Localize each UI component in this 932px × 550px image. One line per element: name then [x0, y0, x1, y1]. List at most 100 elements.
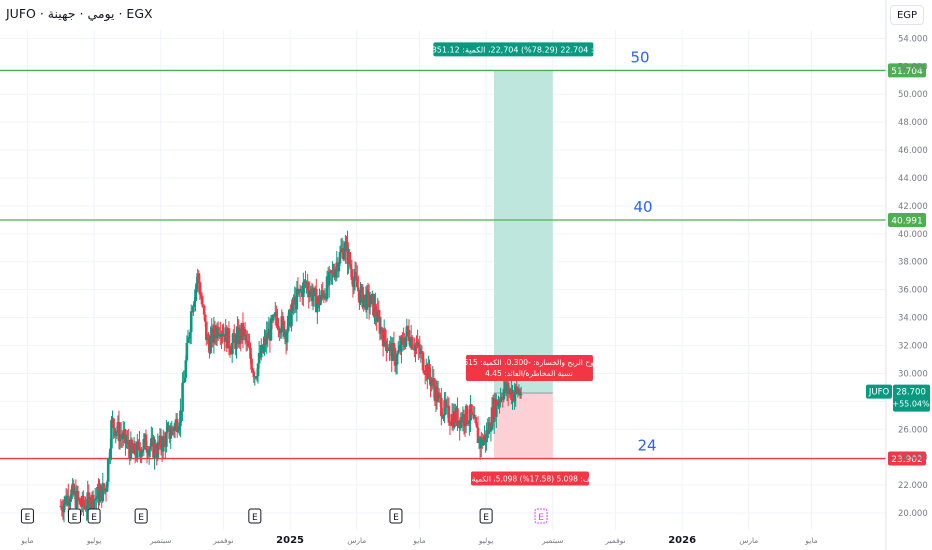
candle-body — [407, 329, 411, 341]
price-axis-label: 22.000 — [898, 481, 928, 491]
candle-body — [327, 271, 331, 286]
candle-body — [344, 241, 347, 252]
earnings-event-marker[interactable] — [534, 508, 548, 524]
candle-body — [304, 280, 307, 284]
time-axis-label: نوفمبر — [212, 536, 233, 545]
candle-body — [388, 344, 391, 351]
candle-body — [302, 282, 305, 297]
candle-body — [475, 423, 479, 428]
target-label-box — [433, 42, 594, 57]
candle-body — [256, 363, 260, 377]
candle-body — [366, 289, 370, 292]
candle-body — [281, 316, 285, 321]
candle-body — [166, 427, 169, 432]
candle-body — [117, 422, 121, 442]
earnings-event-marker[interactable] — [248, 508, 262, 524]
candle-body — [252, 371, 256, 378]
candle-body — [162, 436, 166, 438]
candle-body — [448, 422, 452, 425]
candle-body — [518, 391, 522, 395]
level-price-label: 23.902 — [891, 455, 923, 465]
earnings-event-marker[interactable] — [479, 508, 493, 524]
candle-body — [251, 369, 254, 372]
candle-body — [230, 343, 234, 355]
candle-body — [374, 303, 377, 317]
candle-body — [472, 414, 475, 419]
candle-body — [201, 304, 205, 306]
candle-body — [209, 335, 212, 354]
earnings-event-label: E — [138, 513, 144, 523]
earnings-event-marker[interactable] — [67, 508, 81, 524]
candle-body — [513, 394, 516, 402]
candle-body — [498, 402, 501, 404]
candle-body — [368, 303, 372, 308]
candle-body — [124, 429, 127, 444]
candle-body — [380, 327, 384, 336]
candle-body — [405, 326, 409, 337]
time-axis-label: نوفمبر — [604, 536, 625, 545]
earnings-event-marker[interactable] — [87, 508, 101, 524]
candle-body — [118, 434, 122, 442]
candle-body — [339, 250, 343, 253]
level-annotation: 24 — [637, 437, 656, 455]
currency-selector[interactable]: EGP — [890, 5, 924, 25]
earnings-event-marker[interactable] — [20, 508, 34, 524]
candle-body — [269, 318, 273, 341]
candle-body — [507, 391, 511, 394]
candle-body — [402, 337, 405, 345]
candle-body — [418, 347, 422, 354]
candle-body — [257, 353, 261, 364]
earnings-event-label: E — [72, 513, 78, 523]
candle-body — [495, 400, 498, 417]
candle-body — [277, 328, 280, 330]
price-axis-label: 52.000 — [898, 62, 928, 72]
candle-body — [138, 442, 141, 451]
candle-body — [308, 291, 312, 297]
pnl-label: مفتوح الربح والخسارة: -0.300، الكمية: 19… — [454, 358, 604, 367]
candle-body — [147, 449, 151, 456]
price-axis-label: 54.000 — [898, 34, 928, 44]
candle-body — [193, 301, 196, 306]
candle-body — [205, 321, 208, 340]
candle-body — [60, 506, 64, 511]
candle-body — [271, 315, 275, 321]
price-axis-label: 48.000 — [898, 118, 928, 128]
candle-body — [442, 415, 445, 418]
candle-body — [437, 392, 441, 395]
profit-zone[interactable] — [493, 70, 553, 393]
candle-body — [154, 443, 157, 455]
candle-body — [332, 270, 335, 275]
candle-body — [248, 346, 251, 348]
earnings-event-marker[interactable] — [134, 508, 148, 524]
candle-body — [176, 430, 180, 433]
price-axis-label: 38.000 — [898, 258, 928, 268]
candle-body — [354, 271, 358, 278]
candle-body — [462, 413, 466, 426]
price-axis-label: 26.000 — [898, 425, 928, 435]
candle-body — [107, 458, 111, 460]
candle-body — [440, 397, 443, 417]
candle-body — [419, 351, 423, 354]
candle-body — [319, 298, 322, 305]
candle-body — [101, 483, 105, 502]
candle-body — [113, 428, 116, 436]
candle-body — [141, 449, 145, 453]
time-axis-label: 2026 — [668, 535, 696, 546]
candle-body — [310, 289, 314, 301]
candle-body — [349, 264, 353, 270]
candle-body — [392, 343, 396, 348]
candle-body — [377, 309, 381, 318]
candle-body — [179, 410, 182, 427]
candle-body — [183, 377, 187, 383]
level-price-label: 40.991 — [891, 216, 923, 226]
candle-body — [414, 345, 417, 351]
stop-label-box — [470, 471, 589, 486]
candle-body — [272, 315, 276, 317]
loss-zone[interactable] — [493, 392, 553, 459]
candle-body — [75, 491, 79, 508]
candle-body — [86, 492, 90, 509]
candle-body — [279, 332, 282, 334]
price-axis-label: 30.000 — [898, 369, 928, 379]
earnings-event-marker[interactable] — [389, 508, 403, 524]
